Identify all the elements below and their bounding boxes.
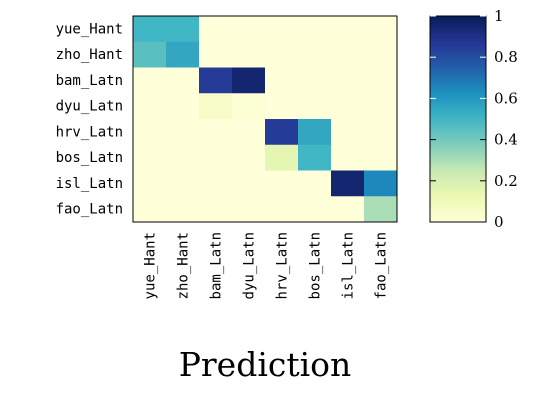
colorbar-tick-label: 0.4 <box>494 131 518 149</box>
column-labels: yue_Hant zho_Hant bam_Latn dyu_Latn hrv_Latn… <box>143 232 390 299</box>
column-label: hrv_Latn <box>275 232 291 299</box>
heatmap-cell <box>364 16 398 43</box>
heatmap-cell <box>199 119 233 146</box>
heatmap-cell <box>232 196 266 223</box>
heatmap-cell <box>298 196 332 223</box>
column-label: bam_Latn <box>209 232 225 299</box>
row-labels: yue_Hant zho_Hant bam_Latn dyu_Latn hrv_Latn… <box>56 21 123 217</box>
heatmap-cell <box>364 196 398 223</box>
heatmap-cell <box>265 67 299 94</box>
heatmap-cell <box>232 170 266 197</box>
heatmap-cell <box>199 196 233 223</box>
heatmap-cell <box>232 67 266 94</box>
heatmap-cell <box>364 93 398 120</box>
heatmap-cell <box>232 93 266 120</box>
heatmap-cell <box>133 196 167 223</box>
row-label: yue_Hant <box>56 21 123 37</box>
heatmap-cell <box>298 16 332 43</box>
heatmap-cell <box>232 144 266 171</box>
heatmap-cell <box>331 196 365 223</box>
heatmap-cell <box>364 67 398 94</box>
heatmap-cell <box>232 16 266 43</box>
colorbar-tick-label: 0 <box>494 213 504 231</box>
heatmap-cell <box>265 170 299 197</box>
row-label: hrv_Latn <box>56 124 123 140</box>
row-label: dyu_Latn <box>56 99 123 115</box>
heatmap-cell <box>331 16 365 43</box>
colorbar-tick-label: 1 <box>494 7 504 25</box>
column-label: dyu_Latn <box>242 232 258 299</box>
colorbar <box>429 15 487 223</box>
row-label: zho_Hant <box>56 47 123 63</box>
heatmap-cell <box>199 93 233 120</box>
heatmap-cell <box>265 16 299 43</box>
heatmap-cell <box>199 170 233 197</box>
heatmap-cell <box>265 93 299 120</box>
heatmap-cell <box>265 41 299 68</box>
heatmap-cell <box>232 119 266 146</box>
heatmap-cells <box>133 16 398 223</box>
heatmap-cell <box>199 41 233 68</box>
heatmap-cell <box>265 196 299 223</box>
heatmap-cell <box>133 170 167 197</box>
row-label: bam_Latn <box>56 73 123 89</box>
colorbar-tick-label: 0.8 <box>494 48 518 66</box>
column-label: fao_Latn <box>374 232 390 299</box>
heatmap-cell <box>331 119 365 146</box>
heatmap-cell <box>166 144 200 171</box>
heatmap-cell <box>166 119 200 146</box>
heatmap-cell <box>298 67 332 94</box>
row-label: bos_Latn <box>56 150 123 166</box>
heatmap-cell <box>166 67 200 94</box>
heatmap-cell <box>298 170 332 197</box>
heatmap-cell <box>265 144 299 171</box>
heatmap-cell <box>166 16 200 43</box>
colorbar-tick-label: 0.2 <box>494 172 518 190</box>
heatmap-cell <box>166 93 200 120</box>
column-label: zho_Hant <box>176 232 192 299</box>
column-label: yue_Hant <box>143 232 159 299</box>
heatmap-cell <box>298 119 332 146</box>
x-axis-title: Prediction <box>179 345 352 384</box>
heatmap-cell <box>364 170 398 197</box>
heatmap-cell <box>298 93 332 120</box>
heatmap-cell <box>166 170 200 197</box>
heatmap-frame <box>132 15 398 223</box>
heatmap-cell <box>232 41 266 68</box>
heatmap-cell <box>331 41 365 68</box>
heatmap-cell <box>331 144 365 171</box>
heatmap-cell <box>166 196 200 223</box>
heatmap-cell <box>166 41 200 68</box>
heatmap-cell <box>199 67 233 94</box>
heatmap-cell <box>331 93 365 120</box>
heatmap-cell <box>133 93 167 120</box>
heatmap-cell <box>199 144 233 171</box>
heatmap-cell <box>133 16 167 43</box>
heatmap-cell <box>199 16 233 43</box>
row-label: isl_Latn <box>56 176 123 192</box>
column-label: bos_Latn <box>308 232 324 299</box>
heatmap-cell <box>133 119 167 146</box>
heatmap-cell <box>133 144 167 171</box>
heatmap-cell <box>265 119 299 146</box>
heatmap-cell <box>298 144 332 171</box>
heatmap-cell <box>331 67 365 94</box>
heatmap-cell <box>331 170 365 197</box>
heatmap-cell <box>298 41 332 68</box>
colorbar-tick-label: 0.6 <box>494 89 518 107</box>
column-label: isl_Latn <box>341 232 357 299</box>
heatmap-cell <box>133 41 167 68</box>
row-label: fao_Latn <box>56 202 123 218</box>
heatmap-cell <box>364 41 398 68</box>
heatmap-cell <box>364 144 398 171</box>
colorbar-ticks: 0 0.2 0.4 0.6 0.8 1 <box>430 7 518 231</box>
heatmap-cell <box>364 119 398 146</box>
heatmap-cell <box>133 67 167 94</box>
